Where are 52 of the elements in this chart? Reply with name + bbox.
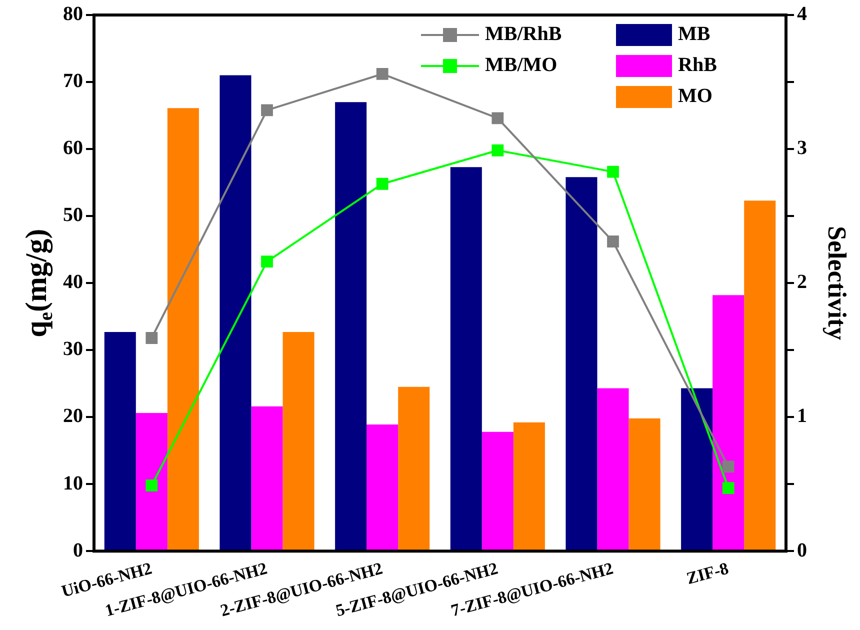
bar (282, 332, 314, 550)
point (492, 144, 504, 156)
bar (450, 167, 482, 550)
bar (597, 388, 629, 550)
point (722, 460, 734, 473)
point (376, 178, 388, 190)
bar (566, 177, 598, 550)
y2-tick-label: 2 (797, 271, 807, 294)
y-tick-label: 40 (63, 271, 83, 294)
legend-label: RhB (678, 54, 717, 76)
bar (398, 386, 430, 550)
point (607, 236, 619, 248)
y-tick-label: 60 (63, 137, 83, 160)
bar (335, 102, 367, 550)
y2-tick-label: 0 (797, 539, 807, 562)
point (146, 332, 158, 344)
y-tick-label: 10 (63, 472, 83, 494)
point (261, 104, 273, 116)
bar (366, 424, 398, 550)
point (261, 256, 273, 268)
bar (513, 422, 545, 550)
bar (220, 75, 252, 550)
bar (104, 332, 136, 550)
bar (167, 108, 199, 550)
y-tick-label: 50 (63, 204, 83, 226)
bar (482, 432, 514, 550)
bar (251, 406, 283, 550)
y-tick-label: 20 (63, 405, 83, 428)
x-tick-label: ZIF-8 (684, 558, 731, 588)
point (492, 112, 504, 124)
point (376, 68, 388, 80)
y-tick-label: 70 (63, 70, 83, 92)
y2-tick-label: 4 (797, 3, 807, 26)
y-tick-label: 0 (73, 539, 83, 562)
legend-label: MO (678, 85, 712, 108)
legend-label: MB (678, 23, 710, 46)
point (722, 482, 734, 494)
legend-label: MB/RhB (485, 23, 562, 46)
y-tick-label: 80 (63, 3, 83, 26)
bar (136, 413, 168, 550)
point (607, 166, 619, 178)
point (146, 479, 158, 492)
bar (712, 295, 744, 550)
bar (681, 388, 713, 550)
bar (628, 418, 660, 550)
y2-axis-title: Selectivity (822, 226, 852, 340)
y-axis-title: qe(mg/g) (20, 228, 58, 338)
y2-tick-label: 1 (797, 405, 807, 428)
bar (744, 200, 776, 550)
y2-tick-label: 3 (797, 137, 807, 160)
legend-label: MB/MO (485, 54, 558, 76)
y-tick-label: 30 (63, 338, 83, 360)
